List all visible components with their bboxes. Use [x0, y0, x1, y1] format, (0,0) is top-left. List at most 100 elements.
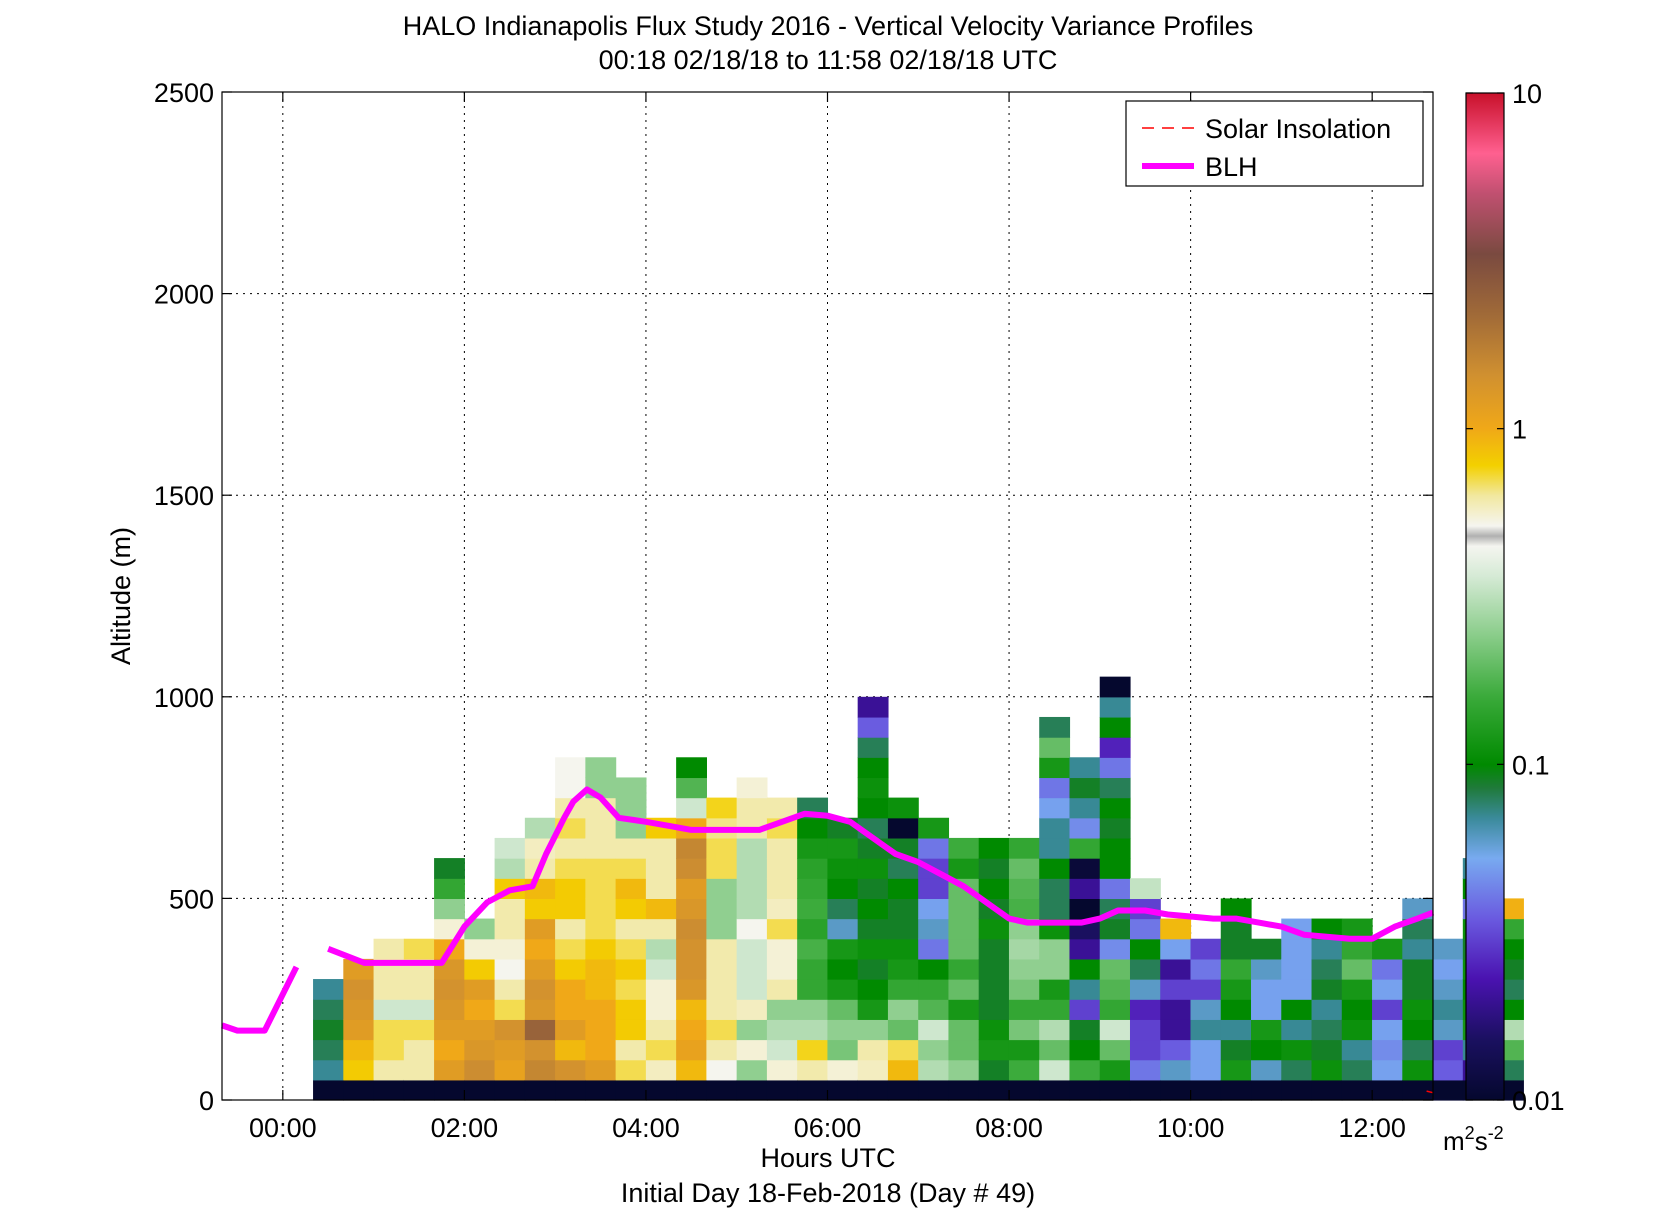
- variance-cell: [1069, 958, 1101, 980]
- variance-cell: [1372, 979, 1403, 1000]
- colorbar-unit-base: m: [1443, 1126, 1465, 1156]
- variance-cell: [1069, 979, 1101, 1000]
- axis-ticks: 00:00 02:00 04:00 06:00 08:00 10:00 12:00 0 500 1…: [154, 78, 1433, 1143]
- variance-cell: [948, 858, 980, 879]
- variance-cell: [585, 999, 617, 1020]
- variance-cell: [918, 918, 950, 940]
- variance-cell: [1220, 1019, 1252, 1041]
- variance-cell: [706, 1039, 738, 1061]
- variance-cell: [585, 1039, 617, 1061]
- variance-cell: [1220, 898, 1252, 920]
- variance-cell: [1402, 1039, 1434, 1061]
- variance-cell: [1069, 837, 1101, 859]
- variance-cell: [948, 1039, 980, 1061]
- variance-cell: [978, 958, 1010, 980]
- variance-cell: [464, 1019, 496, 1041]
- variance-cell: [1099, 777, 1131, 799]
- colorbar-unit-mid: s: [1475, 1126, 1488, 1156]
- variance-cell: [736, 1019, 768, 1041]
- variance-cell: [978, 1079, 1010, 1101]
- variance-cell: [676, 918, 707, 940]
- variance-cell: [1220, 918, 1252, 940]
- variance-cell: [857, 777, 889, 799]
- variance-cell: [978, 999, 1010, 1020]
- variance-cell: [797, 938, 829, 960]
- variance-cell: [857, 918, 889, 940]
- colorbar-ticks: 0.01 0.1 1 10: [1466, 79, 1565, 1116]
- variance-cell: [706, 797, 738, 819]
- variance-cell: [706, 958, 738, 980]
- variance-cell: [857, 1079, 889, 1101]
- variance-cell: [978, 878, 1010, 899]
- variance-cell: [918, 958, 950, 980]
- variance-cell: [403, 1079, 435, 1101]
- variance-cell: [373, 1019, 405, 1041]
- variance-cell: [645, 999, 677, 1020]
- variance-cell: [676, 757, 707, 779]
- variance-cell: [1402, 1059, 1434, 1081]
- variance-cell: [736, 1059, 768, 1081]
- variance-cell: [1069, 898, 1101, 920]
- variance-cell: [494, 1039, 526, 1061]
- variance-cell: [827, 938, 859, 960]
- variance-cell: [615, 878, 647, 899]
- variance-cell: [1069, 1039, 1101, 1061]
- blh-line: [221, 965, 300, 1034]
- variance-cell: [1281, 1059, 1313, 1081]
- variance-cell: [1129, 878, 1161, 899]
- variance-cell: [797, 837, 829, 859]
- variance-cell: [464, 958, 496, 980]
- variance-cell: [1372, 1039, 1403, 1061]
- y-tick-label: 1000: [154, 683, 214, 713]
- variance-cell: [948, 1079, 980, 1101]
- variance-cell: [1039, 1059, 1071, 1081]
- variance-cell: [736, 858, 768, 879]
- variance-cell: [736, 958, 768, 980]
- variance-cell: [736, 918, 768, 940]
- variance-cell: [706, 858, 738, 879]
- variance-cell: [555, 958, 586, 980]
- variance-cell: [645, 837, 677, 859]
- variance-cell: [1099, 878, 1131, 899]
- legend-blh-label: BLH: [1205, 152, 1258, 182]
- variance-cell: [948, 1019, 980, 1041]
- variance-cell: [1251, 979, 1282, 1000]
- variance-cell: [494, 958, 526, 980]
- variance-cell: [645, 1039, 677, 1061]
- data-lines: [221, 786, 1435, 1094]
- y-tick-label: 0: [199, 1086, 214, 1116]
- variance-cell: [918, 1039, 950, 1061]
- variance-cell: [1341, 938, 1373, 960]
- variance-cell: [1251, 1059, 1282, 1081]
- variance-cell: [585, 938, 617, 960]
- variance-cell: [645, 1079, 677, 1101]
- variance-cell: [1039, 817, 1071, 839]
- variance-cell: [1039, 999, 1071, 1020]
- variance-cell: [1039, 979, 1071, 1000]
- legend: Solar Insolation BLH: [1125, 100, 1424, 187]
- variance-cell: [1372, 1079, 1403, 1101]
- variance-cell: [343, 999, 375, 1020]
- variance-cell: [918, 898, 950, 920]
- variance-cell: [1099, 757, 1131, 779]
- variance-cell: [706, 1059, 738, 1081]
- variance-cell: [1160, 1059, 1192, 1081]
- variance-cell: [918, 1079, 950, 1101]
- variance-cell: [676, 837, 707, 859]
- variance-cell: [585, 1019, 617, 1041]
- variance-cell: [797, 898, 829, 920]
- variance-cell: [464, 1059, 496, 1081]
- variance-cell: [766, 858, 798, 879]
- variance-cell: [887, 918, 919, 940]
- variance-cell: [555, 938, 586, 960]
- variance-cell: [857, 1059, 889, 1081]
- variance-cell: [1129, 1079, 1161, 1101]
- colorbar-tick-label: 0.1: [1512, 750, 1550, 780]
- variance-cell: [1432, 979, 1464, 1000]
- variance-cell: [645, 898, 677, 920]
- variance-cell: [1251, 1079, 1282, 1101]
- variance-cell: [948, 1059, 980, 1081]
- variance-cell: [1220, 999, 1252, 1020]
- variance-cell: [736, 999, 768, 1020]
- variance-cell: [1402, 979, 1434, 1000]
